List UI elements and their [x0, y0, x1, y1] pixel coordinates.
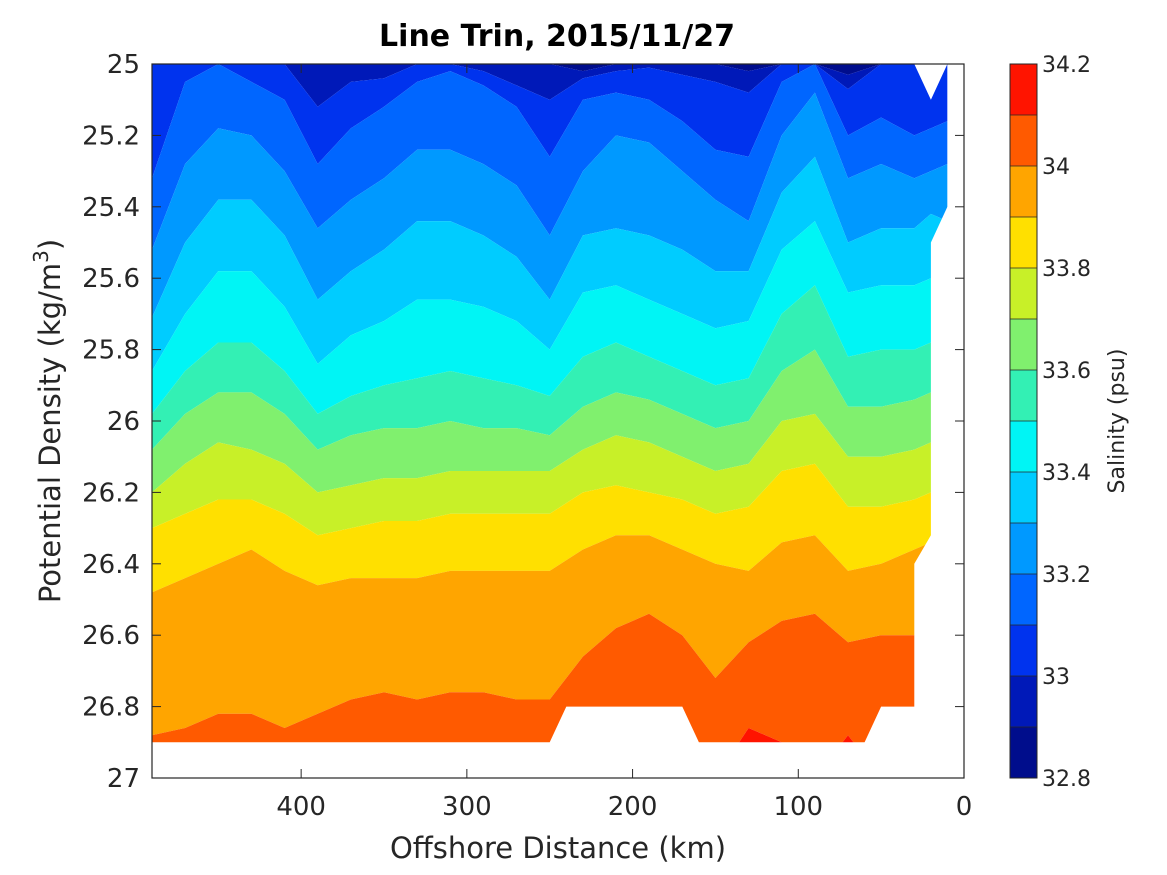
- contour-band: [152, 156, 948, 371]
- x-axis-label: Offshore Distance (km): [390, 831, 726, 865]
- y-tick-label: 26.8: [82, 693, 140, 723]
- contour-band: [152, 613, 948, 743]
- contour-band: [152, 349, 948, 493]
- x-tick-label: 300: [442, 792, 492, 822]
- y-axis-label-close: ): [33, 239, 67, 250]
- colorbar-segment: [1010, 727, 1037, 778]
- x-axis-ticks: 400 300 200 100 0: [276, 64, 972, 822]
- y-tick-label: 26.2: [82, 478, 140, 508]
- colorbar-segment: [1010, 166, 1037, 217]
- contour-band: [152, 463, 948, 593]
- colorbar-segment: [1010, 676, 1037, 727]
- colorbar-segment: [1010, 523, 1037, 574]
- colorbar: 33 33.2 33.4 33.6 33.8 34 34.2 32.8 Salinity (p…: [1009, 53, 1130, 792]
- y-axis-label-superscript: 3: [29, 250, 53, 263]
- y-tick-label: 26: [107, 407, 140, 437]
- colorbar-segment: [1010, 472, 1037, 523]
- contour-bands: [152, 64, 948, 743]
- contour-band: [152, 221, 948, 414]
- colorbar-tick-label: 33: [1042, 665, 1070, 690]
- colorbar-segment: [1010, 268, 1037, 319]
- colorbar-tick-label: 34.2: [1042, 53, 1091, 78]
- colorbar-tick-label: 34: [1042, 155, 1070, 180]
- x-tick-label: 0: [956, 792, 973, 822]
- colorbar-segment: [1010, 115, 1037, 166]
- y-tick-label: 25.4: [82, 193, 140, 223]
- colorbar-segments: [1010, 64, 1037, 778]
- colorbar-segment: [1010, 370, 1037, 421]
- x-tick-label: 100: [773, 792, 823, 822]
- colorbar-segment: [1010, 64, 1037, 115]
- x-tick-label: 200: [608, 792, 658, 822]
- contour-band: [152, 285, 948, 450]
- contour-band: [152, 64, 948, 250]
- contour-band: [152, 728, 948, 743]
- colorbar-segment: [1010, 574, 1037, 625]
- colorbar-label: Salinity (psu): [1105, 349, 1130, 494]
- y-tick-label: 25.8: [82, 336, 140, 366]
- colorbar-segment: [1010, 217, 1037, 268]
- y-axis-ticks: 25 25.2 25.4 25.6 25.8 26 26.2 26.4 26.6 26.8 27: [82, 50, 964, 794]
- y-tick-label: 26.4: [82, 550, 140, 580]
- missing-data-notch: [914, 64, 948, 100]
- y-tick-label: 27: [107, 764, 140, 794]
- contour-band: [152, 64, 948, 75]
- chart-title: Line Trin, 2015/11/27: [379, 19, 735, 54]
- y-tick-label: 25: [107, 50, 140, 80]
- colorbar-segment: [1010, 625, 1037, 676]
- y-axis-label-main: Potential Density (kg/m: [33, 263, 67, 603]
- contour-band: [152, 92, 948, 318]
- colorbar-tick-label: 33.6: [1042, 359, 1091, 384]
- contour-band: [152, 535, 948, 736]
- colorbar-segment: [1010, 421, 1037, 472]
- x-tick-label: 400: [276, 792, 326, 822]
- colorbar-tick-label: 33.8: [1042, 257, 1091, 282]
- y-tick-label: 26.6: [82, 621, 140, 651]
- plot-area: 400 300 200 100 0 25 25.2 25.4 25.6 25.8 26 26.2 26…: [82, 50, 972, 822]
- y-tick-label: 25.2: [82, 121, 140, 151]
- colorbar-segment: [1010, 319, 1037, 370]
- colorbar-ticks: 33 33.2 33.4 33.6 33.8 34 34.2 32.8: [1010, 53, 1091, 792]
- y-axis-label: Potential Density (kg/m3): [29, 239, 67, 603]
- colorbar-tick-label: 32.8: [1042, 767, 1091, 792]
- colorbar-tick-label: 33.4: [1042, 461, 1091, 486]
- y-tick-label: 25.6: [82, 264, 140, 294]
- contour-band: [152, 413, 948, 536]
- contour-band: [152, 64, 948, 107]
- colorbar-tick-label: 33.2: [1042, 563, 1091, 588]
- contour-band: [152, 64, 948, 179]
